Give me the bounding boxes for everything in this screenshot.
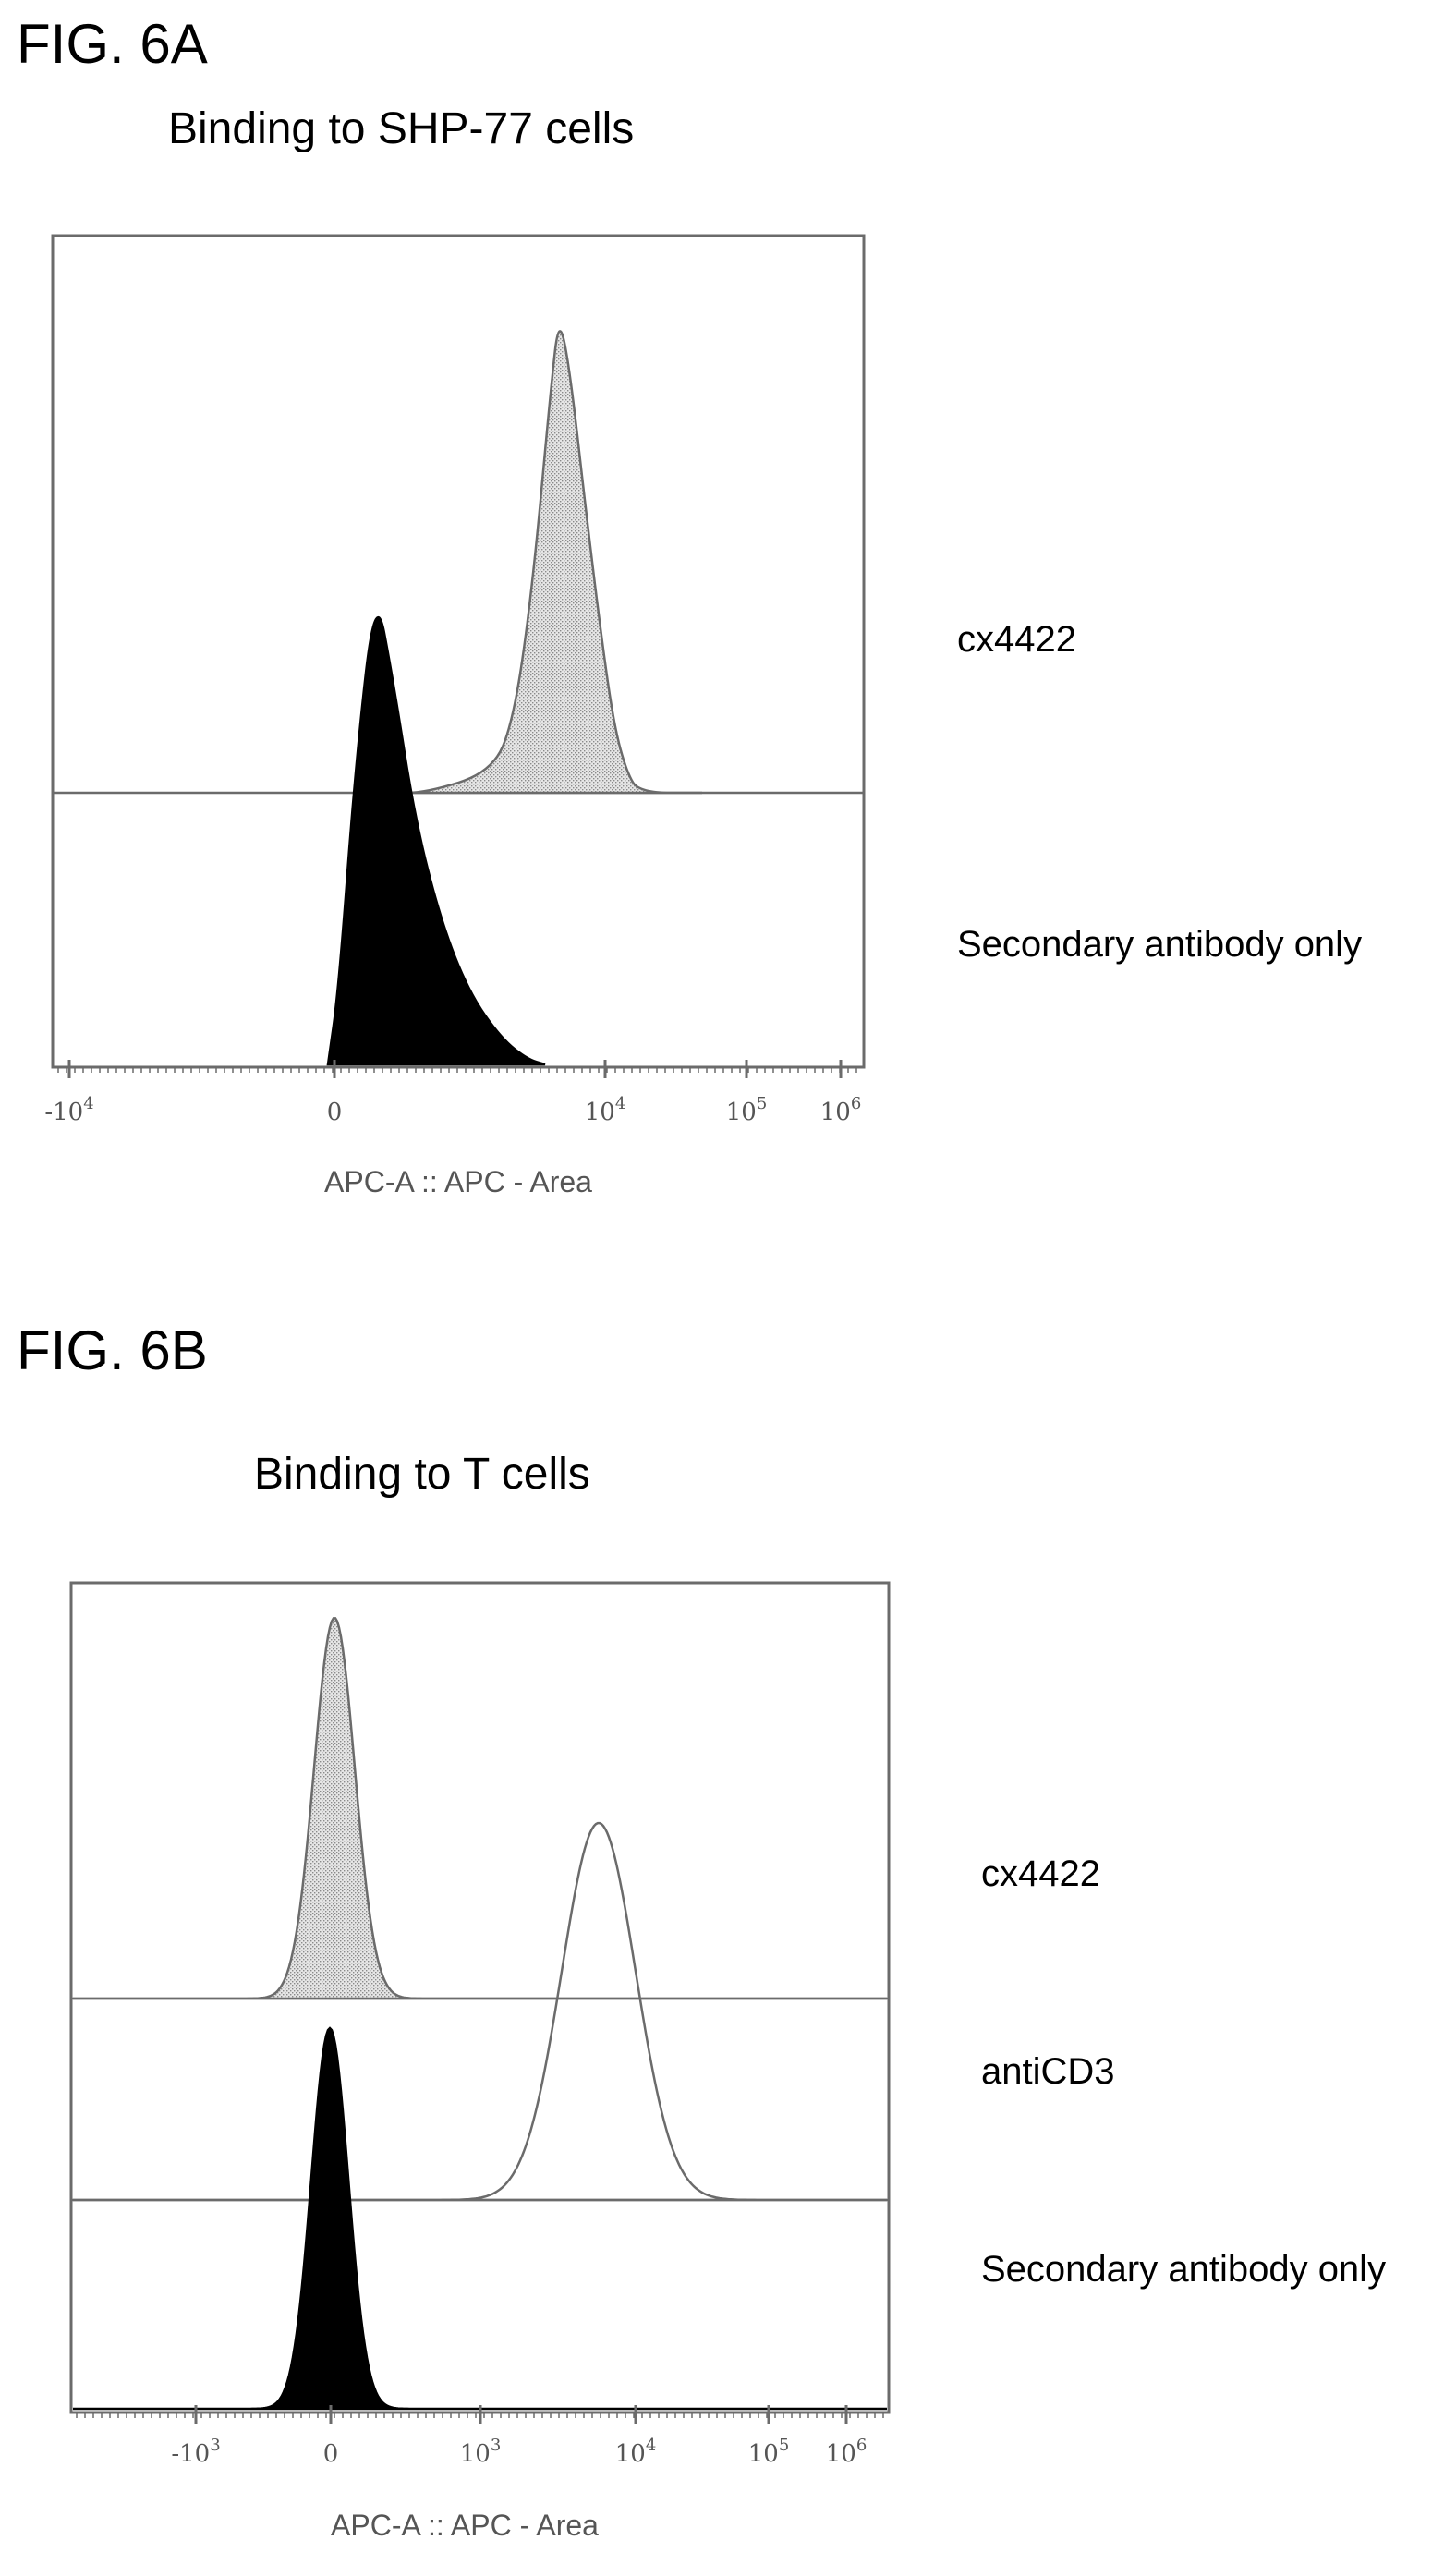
x-tick-label: 105 [748,2436,790,2468]
legend-label-6b-secondary: Secondary antibody only [981,2249,1387,2290]
x-tick-label: 105 [726,1094,768,1126]
x-tick-label: 106 [826,2436,868,2468]
plot-frame [51,234,866,1069]
x-tick-label: 104 [585,1094,626,1126]
histogram-anticd3 [73,1821,887,2202]
figure-label-6a: FIG. 6A [17,13,208,75]
legend-label-6b-cx4422: cx4422 [981,1853,1100,1894]
histogram-cx4422 [73,1617,887,2000]
x-tick-label: 104 [615,2436,657,2468]
x-tick-label: 0 [327,1099,343,1126]
histogram-secondary-antibody-only [73,2026,887,2411]
legend-label-6b-anticd3: antiCD3 [981,2051,1115,2092]
x-axis-title: APC-A :: APC - Area [331,2509,599,2542]
x-tick-label: 103 [460,2436,502,2468]
x-tick-label: 0 [323,2440,339,2468]
histogram-cx4422 [387,330,702,795]
x-tick-label: -104 [44,1094,93,1126]
figure-label-6b: FIG. 6B [17,1319,208,1381]
x-tick-label: -103 [171,2436,220,2468]
legend-label-6a-cx4422: cx4422 [957,619,1076,660]
panel-title-6b: Binding to T cells [254,1450,590,1499]
histogram-secondary-antibody-only [326,615,546,1066]
x-tick-label: 106 [820,1094,862,1126]
x-axis-title: APC-A :: APC - Area [324,1165,592,1198]
panel-title-6a: Binding to SHP-77 cells [168,104,635,153]
legend-label-6a-secondary: Secondary antibody only [957,924,1363,965]
